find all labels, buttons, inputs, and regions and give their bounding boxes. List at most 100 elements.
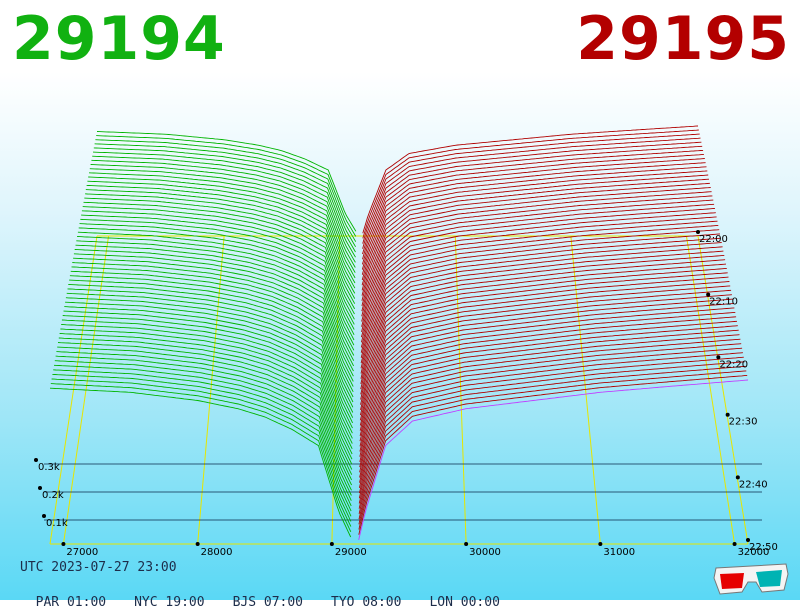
bid-depth-line	[57, 346, 352, 491]
bid-depth-line	[64, 306, 353, 444]
ask-depth-line	[360, 250, 724, 390]
bid-depth-line	[60, 328, 353, 470]
ask-depth-line	[361, 191, 712, 317]
bid-depth-line	[66, 292, 353, 429]
ask-depth-line	[361, 149, 704, 265]
ask-depth-line	[360, 267, 727, 411]
ask-depth-line	[362, 125, 699, 234]
ask-depth-line	[358, 361, 745, 520]
time-tick-mark	[706, 292, 711, 297]
price-tick-label: 30000	[469, 547, 501, 558]
price-tick-label: 31000	[603, 547, 635, 558]
ask-depth-line	[360, 242, 722, 379]
ask-depth-line	[360, 208, 715, 338]
order-book-3d-chart: 27000 28000 29000 30000 31000 32000 0.1k 0.2k 0.…	[34, 125, 778, 558]
ask-depth-line	[361, 162, 706, 281]
time-tick-label: 22:20	[719, 359, 748, 370]
time-tick-mark	[746, 538, 750, 542]
3d-glasses-icon[interactable]	[712, 560, 790, 596]
ask-depth-line	[360, 246, 723, 385]
time-tick-label: 22:40	[739, 479, 768, 490]
timezone-list: PAR 01:00 NYC 19:00 BJS 07:00 TYO 08:00 LON …	[20, 580, 528, 610]
ask-depth-line	[361, 195, 713, 322]
ask-depth-line	[358, 370, 747, 530]
bid-depth-line	[71, 266, 354, 398]
bid-depth-line	[95, 139, 357, 242]
price-tick-mark	[61, 542, 66, 546]
ask-depth-line	[362, 141, 702, 255]
bid-depth-line	[85, 189, 356, 304]
ask-depth-line	[361, 203, 715, 333]
bid-depth-line	[88, 172, 356, 284]
ask-depth-line	[359, 320, 738, 473]
price-tick-mark	[464, 542, 469, 546]
bid-depth-line	[77, 236, 355, 361]
bid-depth-line	[88, 176, 356, 289]
grid-left-edge	[49, 235, 98, 545]
depth-tick-mark	[38, 486, 42, 490]
bid-depth-line	[56, 351, 352, 496]
ask-depth-line	[360, 254, 725, 395]
time-tick-label: 22:00	[699, 234, 728, 245]
ask-depth-line	[359, 311, 736, 463]
bid-depth-line	[68, 284, 354, 418]
bid-depth-line	[63, 310, 353, 449]
bid-depth-line	[82, 206, 355, 325]
bid-depth-line	[77, 231, 355, 356]
bid-depth-line	[53, 364, 352, 512]
bid-depth-line	[85, 193, 355, 310]
price-tick-mark	[732, 542, 737, 546]
ask-depth-line	[359, 316, 737, 468]
ask-depth-line	[361, 170, 708, 291]
ask-depth-line	[362, 137, 701, 249]
ask-depth-line	[359, 289, 732, 437]
price-tick-label: 32000	[738, 547, 770, 558]
price-tick-mark	[195, 542, 200, 546]
depth-tick-label: 0.2k	[42, 490, 64, 501]
bid-depth-line	[70, 270, 354, 403]
time-tick-mark	[696, 230, 700, 234]
bid-depth-line	[81, 214, 355, 336]
ask-depth-line	[361, 187, 711, 312]
grid-price-line	[197, 235, 225, 545]
bid-depth-line	[96, 131, 357, 232]
bid-depth-line	[72, 262, 354, 393]
bid-depth-line	[61, 319, 353, 460]
ask-depth-line	[361, 153, 704, 270]
time-tick-mark	[735, 475, 740, 480]
bid-depth-line	[79, 223, 355, 346]
grid-price-line	[454, 235, 467, 545]
bid-depth-line	[55, 355, 352, 501]
bid-depth-line	[84, 197, 355, 315]
ask-depth-line	[358, 365, 746, 525]
ask-depth-line	[361, 174, 709, 296]
ask-depth-line	[359, 298, 733, 447]
ask-depth-line	[358, 356, 744, 515]
ask-depth-line	[360, 259, 726, 400]
bid-depth-line	[87, 180, 356, 294]
bid-depth-line	[78, 227, 355, 351]
ask-depth-line	[358, 347, 743, 504]
bid-depth-line	[54, 360, 352, 507]
bid-depth-line	[74, 249, 354, 377]
ask-depth-line	[358, 352, 743, 509]
ask-depth-line	[359, 294, 732, 442]
ask-depth-line	[360, 212, 716, 343]
bid-depth-line	[67, 288, 354, 424]
price-tick-mark	[329, 542, 334, 546]
depth-tick-label: 0.1k	[46, 518, 68, 529]
bid-depth-line	[86, 184, 356, 299]
ask-depth-line	[361, 182, 710, 307]
utc-timestamp: UTC 2023-07-27 23:00	[20, 560, 177, 575]
ask-depth-line	[358, 343, 742, 499]
bid-price: 29194	[12, 4, 226, 74]
bid-depth-line	[52, 373, 352, 522]
timezone-lon: LON 00:00	[429, 595, 500, 610]
bid-depth-line	[57, 342, 353, 486]
ask-depth-line	[361, 178, 710, 301]
ask-depth-line	[360, 237, 721, 374]
bid-depth-line	[94, 143, 356, 248]
bid-depth-line	[92, 151, 356, 258]
price-tick-label: 29000	[335, 547, 367, 558]
timezone-bjs: BJS 07:00	[232, 595, 304, 610]
